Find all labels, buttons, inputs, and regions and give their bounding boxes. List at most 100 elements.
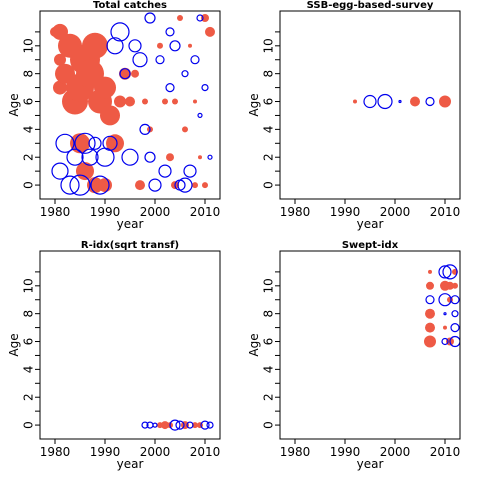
x-axis-label: year bbox=[117, 457, 144, 471]
positive-bubble bbox=[446, 281, 454, 290]
negative-bubble bbox=[183, 164, 197, 178]
negative-bubble bbox=[119, 68, 131, 80]
y-tick-label: 0 bbox=[262, 181, 276, 189]
negative-bubble bbox=[197, 112, 203, 119]
negative-bubble bbox=[60, 175, 80, 195]
negative-bubble bbox=[165, 82, 175, 93]
negative-bubble bbox=[51, 162, 69, 180]
positive-bubble bbox=[182, 126, 188, 133]
x-tick-label: 1990 bbox=[90, 445, 121, 459]
negative-bubble bbox=[128, 39, 142, 53]
x-tick-label: 2000 bbox=[140, 445, 171, 459]
y-tick-label: 10 bbox=[262, 278, 276, 293]
positive-bubble bbox=[87, 177, 103, 194]
y-tick-label: 0 bbox=[22, 181, 36, 189]
positive-bubble bbox=[428, 269, 432, 274]
positive-bubble bbox=[205, 26, 215, 37]
positive-bubble bbox=[70, 133, 90, 154]
positive-bubble bbox=[54, 53, 66, 66]
positive-bubble bbox=[166, 153, 174, 162]
negative-bubble bbox=[442, 264, 458, 280]
y-tick-label: 4 bbox=[262, 366, 276, 374]
panel-title: Swept-idx bbox=[342, 240, 399, 251]
positive-bubble bbox=[452, 282, 458, 289]
negative-bubble bbox=[165, 27, 175, 37]
y-tick-label: 2 bbox=[22, 393, 36, 401]
panel-2: SSB-egg-based-survey 1980 1990 2000 2010 0 2 4 6… bbox=[247, 0, 461, 231]
y-axis-label: Age bbox=[7, 93, 21, 116]
y-axis-label: Age bbox=[247, 333, 261, 356]
negative-bubble bbox=[55, 133, 75, 153]
x-tick-label: 2000 bbox=[380, 205, 411, 219]
negative-bubble bbox=[106, 37, 124, 55]
y-tick-label: 6 bbox=[262, 338, 276, 346]
y-axis-label: Age bbox=[7, 333, 21, 356]
x-axis-label: year bbox=[357, 457, 384, 471]
positive-bubble bbox=[161, 421, 169, 430]
panel-1: Total catches 1980 1990 2000 2010 0 2 4 6 8 10 year… bbox=[7, 0, 221, 231]
x-tick-label: 2010 bbox=[430, 205, 461, 219]
panel-title: R-idx(sqrt transf) bbox=[81, 240, 179, 251]
negative-bubble bbox=[158, 164, 172, 178]
x-tick-label: 2000 bbox=[380, 445, 411, 459]
positive-bubble bbox=[177, 15, 183, 21]
positive-bubble bbox=[353, 99, 357, 104]
y-tick-label: 10 bbox=[22, 278, 36, 293]
bubbles bbox=[50, 12, 215, 196]
plot-frame bbox=[39, 10, 221, 200]
y-tick-label: 8 bbox=[262, 310, 276, 318]
negative-bubble bbox=[449, 335, 460, 348]
negative-bubble bbox=[175, 420, 185, 430]
y-tick-label: 0 bbox=[262, 421, 276, 429]
positive-bubble bbox=[201, 14, 209, 22]
negative-bubble bbox=[148, 178, 162, 192]
negative-bubble bbox=[169, 419, 181, 431]
positive-bubble bbox=[192, 422, 198, 429]
y-tick-label: 4 bbox=[22, 366, 36, 374]
y-tick-label: 8 bbox=[262, 70, 276, 78]
x-tick-label: 2010 bbox=[430, 445, 461, 459]
x-tick-label: 1990 bbox=[90, 205, 121, 219]
positive-bubble bbox=[142, 98, 148, 105]
bubbles bbox=[424, 264, 460, 348]
y-tick-label: 2 bbox=[22, 153, 36, 161]
positive-bubble bbox=[443, 325, 447, 330]
y-tick-label: 6 bbox=[262, 98, 276, 106]
positive-bubble bbox=[193, 99, 197, 104]
negative-bubble bbox=[121, 148, 139, 166]
panel-3: R-idx(sqrt transf) 1980 1990 2000 2010 0 2 4 6 8 1… bbox=[7, 240, 221, 471]
negative-bubble bbox=[144, 12, 156, 24]
negative-bubble bbox=[443, 312, 447, 316]
x-tick-label: 1980 bbox=[40, 205, 71, 219]
negative-bubble bbox=[95, 147, 115, 167]
y-tick-label: 4 bbox=[22, 126, 36, 134]
y-tick-label: 2 bbox=[262, 153, 276, 161]
bubbles bbox=[353, 93, 451, 110]
negative-bubble bbox=[74, 132, 96, 154]
x-tick-label: 1990 bbox=[330, 445, 361, 459]
negative-bubble bbox=[102, 135, 118, 151]
x-tick-label: 1980 bbox=[40, 445, 71, 459]
negative-bubble bbox=[144, 151, 156, 163]
x-tick-label: 2010 bbox=[190, 205, 221, 219]
panel-4: Swept-idx 1980 1990 2000 2010 0 2 4 6 8 10 year Age bbox=[247, 240, 461, 471]
negative-bubble bbox=[141, 421, 149, 429]
negative-bubble bbox=[450, 323, 460, 333]
y-tick-label: 6 bbox=[22, 98, 36, 106]
negative-bubble bbox=[451, 310, 459, 318]
negative-bubble bbox=[66, 148, 84, 166]
positive-bubble bbox=[162, 98, 168, 105]
positive-bubble bbox=[424, 335, 436, 348]
plot-frame bbox=[279, 10, 461, 200]
y-tick-label: 6 bbox=[22, 338, 36, 346]
positive-bubble bbox=[114, 95, 126, 108]
positive-bubble bbox=[119, 67, 131, 80]
negative-bubble bbox=[186, 421, 194, 429]
positive-bubble bbox=[439, 95, 451, 108]
positive-bubble bbox=[125, 96, 135, 107]
negative-bubble bbox=[363, 94, 377, 109]
negative-bubble bbox=[206, 421, 214, 429]
negative-bubble bbox=[110, 22, 130, 42]
